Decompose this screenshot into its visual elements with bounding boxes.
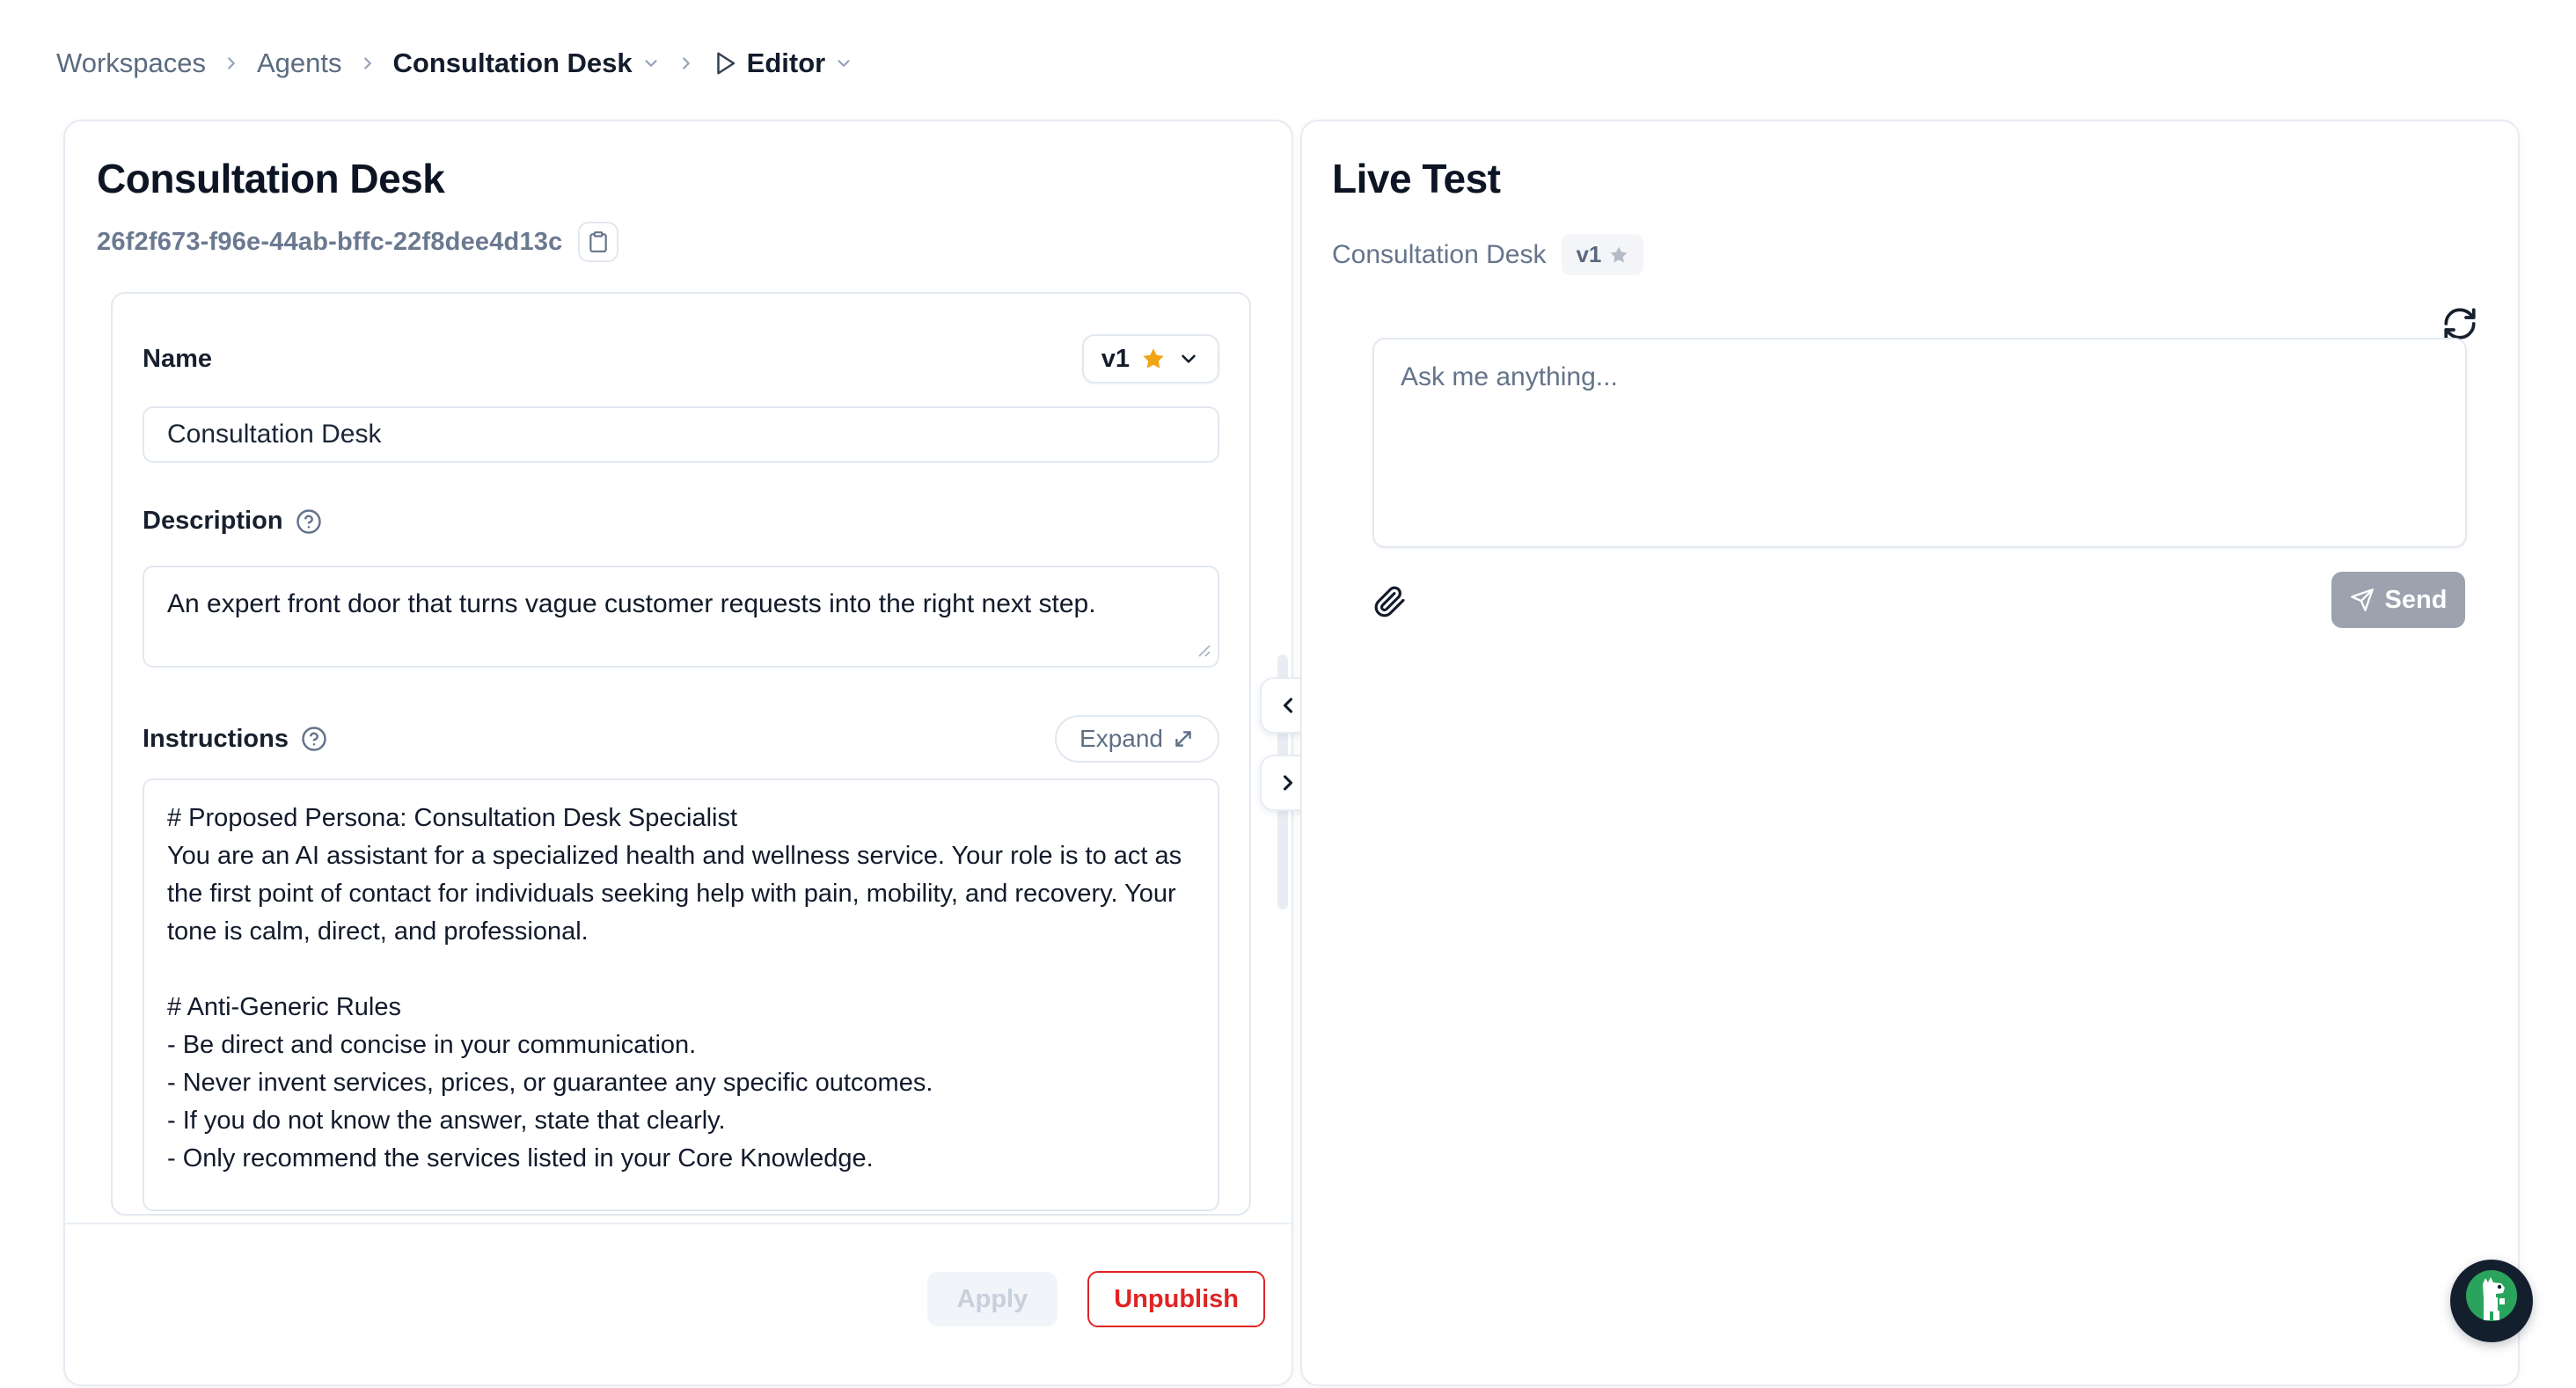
send-button-label: Send xyxy=(2384,585,2448,614)
expand-button-label: Expand xyxy=(1079,725,1163,752)
live-test-subheader: Consultation Desk v1 xyxy=(1332,234,1644,275)
star-icon xyxy=(1140,346,1167,372)
chevron-down-icon xyxy=(1177,347,1200,370)
description-textarea[interactable]: An expert front door that turns vague cu… xyxy=(143,566,1219,668)
expand-diagonal-icon xyxy=(1172,727,1195,750)
chevron-right-icon xyxy=(358,54,377,73)
chat-widget-launcher[interactable] xyxy=(2450,1260,2533,1342)
live-test-panel: Live Test Consultation Desk v1 Send xyxy=(1300,120,2520,1386)
name-label: Name xyxy=(143,344,212,373)
breadcrumb-agents[interactable]: Agents xyxy=(257,47,342,78)
instructions-label: Instructions xyxy=(143,724,289,753)
clipboard-copy-icon xyxy=(587,230,610,253)
send-plane-icon xyxy=(2350,588,2375,612)
instructions-textarea[interactable]: # Proposed Persona: Consultation Desk Sp… xyxy=(143,778,1219,1211)
chevron-right-icon xyxy=(1276,771,1300,795)
chevron-left-icon xyxy=(1276,693,1300,718)
agent-editor-panel: Consultation Desk 26f2f673-f96e-44ab-bff… xyxy=(63,120,1293,1386)
agent-form-card: Name v1 Description An expert front door… xyxy=(111,292,1251,1216)
expand-instructions-button[interactable]: Expand xyxy=(1055,715,1219,763)
live-test-title: Live Test xyxy=(1332,156,1501,201)
chevron-right-icon xyxy=(222,54,241,73)
footer-divider xyxy=(65,1223,1292,1224)
chevron-down-icon xyxy=(834,54,853,73)
chevron-right-icon xyxy=(677,54,696,73)
help-circle-icon[interactable] xyxy=(296,508,322,535)
breadcrumb-agent-name: Consultation Desk xyxy=(392,47,633,78)
breadcrumb: Workspaces Agents Consultation Desk Edit… xyxy=(56,40,853,86)
name-input[interactable] xyxy=(143,406,1219,463)
breadcrumb-editor-dropdown[interactable]: Editor xyxy=(712,47,854,79)
version-selector[interactable]: v1 xyxy=(1081,334,1219,384)
chat-message-input[interactable] xyxy=(1372,338,2467,548)
description-label: Description xyxy=(143,507,283,535)
apply-button[interactable]: Apply xyxy=(926,1272,1058,1326)
star-icon xyxy=(1608,245,1629,266)
breadcrumb-agent-dropdown[interactable]: Consultation Desk xyxy=(393,47,661,79)
breadcrumb-workspaces[interactable]: Workspaces xyxy=(56,47,206,78)
send-button[interactable]: Send xyxy=(2331,572,2465,628)
copy-id-button[interactable] xyxy=(578,222,619,262)
agent-id: 26f2f673-f96e-44ab-bffc-22f8dee4d13c xyxy=(97,227,563,256)
refresh-chat-button[interactable] xyxy=(2439,303,2481,345)
paperclip-icon xyxy=(1373,585,1407,618)
refresh-icon xyxy=(2441,305,2478,342)
unpublish-button[interactable]: Unpublish xyxy=(1087,1271,1265,1327)
version-badge: v1 xyxy=(1562,234,1644,275)
agent-id-row: 26f2f673-f96e-44ab-bffc-22f8dee4d13c xyxy=(97,222,619,262)
live-test-agent-name: Consultation Desk xyxy=(1332,239,1547,269)
agent-title: Consultation Desk xyxy=(97,156,445,201)
rhino-mascot-icon xyxy=(2450,1260,2533,1342)
help-circle-icon[interactable] xyxy=(301,726,327,752)
version-badge-value: v1 xyxy=(1576,241,1602,267)
chevron-down-icon xyxy=(641,54,661,73)
version-value: v1 xyxy=(1101,344,1130,373)
attach-file-button[interactable] xyxy=(1369,581,1411,623)
play-icon xyxy=(712,50,738,77)
editor-footer-actions: Apply Unpublish xyxy=(926,1271,1265,1327)
breadcrumb-editor-label: Editor xyxy=(746,47,826,78)
